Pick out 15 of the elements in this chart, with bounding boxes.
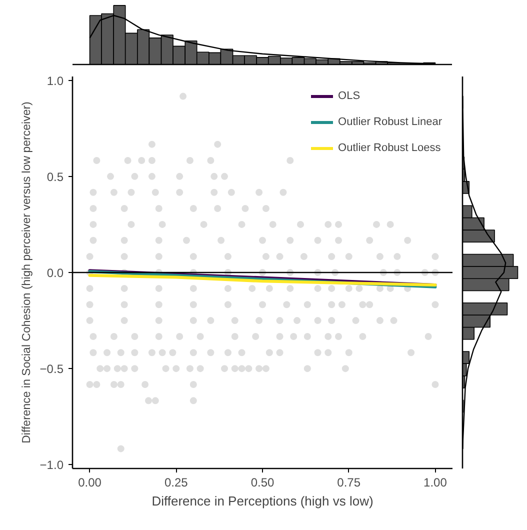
x-tick-label: 0.25 <box>164 476 188 490</box>
y-tick-label: −1.0 <box>40 458 64 472</box>
y-tick-label: 1.0 <box>46 74 64 88</box>
x-tick-label: 1.00 <box>424 476 448 490</box>
x-tick-label: 0.00 <box>78 476 102 490</box>
x-tick-label: 0.75 <box>337 476 361 490</box>
y-tick-label: 0.0 <box>46 266 64 280</box>
y-axis-title: Difference in Social Cohesion (high perceiver versus low perceiver) <box>20 101 33 444</box>
y-tick-label: 0.5 <box>46 170 64 184</box>
x-tick-label: 0.50 <box>250 476 275 490</box>
y-tick-label: −0.5 <box>40 362 64 376</box>
x-axis-title: Difference in Perceptions (high vs low) <box>152 494 374 508</box>
legend-label: Outlier Robust Loess <box>338 142 441 154</box>
legend-label: OLS <box>338 90 360 102</box>
legend-label: Outlier Robust Linear <box>338 116 442 128</box>
